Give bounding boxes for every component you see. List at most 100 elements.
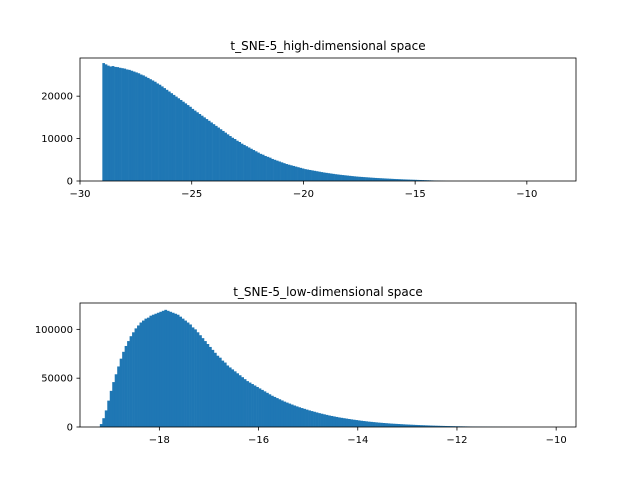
histogram-bar <box>211 349 215 427</box>
histogram-bar <box>142 320 145 427</box>
histogram-bar <box>372 422 376 427</box>
histogram-bar <box>339 174 342 181</box>
histogram-bar <box>421 180 425 181</box>
histogram-bar <box>196 112 199 181</box>
histogram-bar <box>381 178 385 181</box>
histogram-bar <box>404 424 408 427</box>
histogram-bar <box>258 388 262 427</box>
histogram-bar <box>205 119 209 181</box>
histogram-bar <box>121 68 124 181</box>
histogram-bar <box>390 178 394 181</box>
y-tick-label: 0 <box>67 423 73 434</box>
histogram-bar <box>156 312 160 427</box>
histogram-bar <box>290 165 293 181</box>
histogram-bar <box>253 385 257 427</box>
axes-frame <box>79 302 577 428</box>
histogram-bar <box>159 311 163 427</box>
histogram-bar <box>132 332 135 427</box>
histogram-bar <box>332 416 336 427</box>
x-axis-ticks: −18 −16 −14 −12 −10 <box>149 427 567 446</box>
histogram-bar <box>409 424 413 427</box>
histogram-bar <box>169 311 173 427</box>
histogram-bar <box>424 425 428 427</box>
histogram-bar <box>104 64 108 181</box>
histogram-bar <box>434 425 438 427</box>
histogram-bar <box>423 180 427 181</box>
histogram-bar <box>355 176 359 181</box>
histogram-bar <box>273 159 277 181</box>
histogram-bar <box>248 382 252 427</box>
histogram-bar <box>287 164 291 181</box>
histogram-bar <box>374 177 378 181</box>
histogram-bar <box>345 418 349 427</box>
histogram-bar <box>170 93 174 181</box>
histogram-bar <box>328 415 331 427</box>
histogram-bar <box>394 423 398 427</box>
histogram-bar <box>283 401 287 427</box>
histogram-high-dimensional: t_SNE-5_high-dimensional space −30 −25 −20… <box>41 39 577 200</box>
histogram-bar <box>320 172 324 181</box>
histogram-bar <box>241 377 244 427</box>
histogram-bar <box>250 148 253 181</box>
histogram-bar <box>118 67 122 181</box>
histogram-bar <box>346 175 349 181</box>
histogram-bar <box>163 88 166 181</box>
histogram-bar <box>194 329 197 427</box>
histogram-bar <box>397 424 401 427</box>
histogram-low-dimensional: t_SNE-5_low-dimensional space −18 −16 −14−… <box>35 285 577 446</box>
histogram-bar <box>300 408 304 427</box>
histogram-bar <box>305 409 309 427</box>
histogram-bar <box>165 89 169 181</box>
histogram-bar <box>132 71 136 181</box>
histogram-bar <box>226 365 230 427</box>
histogram-bar <box>116 67 120 181</box>
histogram-bar <box>130 70 134 181</box>
histogram-bar <box>213 352 217 427</box>
histogram-bar <box>146 317 150 427</box>
histogram-bar <box>243 144 246 181</box>
histogram-bar <box>254 151 258 181</box>
histogram-bar <box>452 426 455 427</box>
histogram-bar <box>200 115 204 181</box>
bar-group <box>99 309 532 427</box>
histogram-bar <box>330 415 334 427</box>
histogram-bar <box>390 423 393 427</box>
histogram-bar <box>125 69 129 181</box>
histogram-bar <box>362 177 366 181</box>
x-tick-label: −16 <box>248 435 269 446</box>
x-tick-label: −18 <box>149 435 170 446</box>
histogram-bar <box>273 396 277 427</box>
histogram-bar <box>245 146 249 181</box>
histogram-bar <box>318 413 321 427</box>
histogram-bar <box>282 163 286 181</box>
histogram-bar <box>278 161 281 181</box>
histogram-bar <box>280 400 284 427</box>
histogram-bar <box>172 94 176 181</box>
histogram-bar <box>203 117 206 181</box>
histogram-bar <box>171 312 175 427</box>
histogram-bar <box>104 410 108 427</box>
histogram-bar <box>238 375 242 427</box>
histogram-bar <box>243 379 247 427</box>
histogram-bar <box>288 403 292 427</box>
histogram-bar <box>347 418 351 427</box>
histogram-bar <box>144 76 148 181</box>
histogram-bar <box>375 422 378 427</box>
histogram-bar <box>329 173 333 181</box>
histogram-bar <box>315 412 319 427</box>
histogram-bar <box>325 172 328 181</box>
histogram-bar <box>407 424 411 427</box>
histogram-bar <box>199 335 202 427</box>
histogram-bar <box>442 425 445 427</box>
histogram-bar <box>124 345 128 427</box>
histogram-bar <box>134 328 138 427</box>
histogram-bar <box>107 400 111 427</box>
histogram-bar <box>365 421 368 427</box>
histogram-bar <box>160 86 164 181</box>
histogram-bar <box>392 423 396 427</box>
histogram-bar <box>377 422 381 427</box>
histogram-bar <box>184 103 188 181</box>
histogram-bar <box>122 351 125 427</box>
histogram-bar <box>137 73 141 181</box>
histogram-bar <box>383 178 387 181</box>
